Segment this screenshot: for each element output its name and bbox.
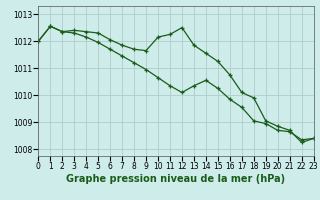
X-axis label: Graphe pression niveau de la mer (hPa): Graphe pression niveau de la mer (hPa): [67, 174, 285, 184]
